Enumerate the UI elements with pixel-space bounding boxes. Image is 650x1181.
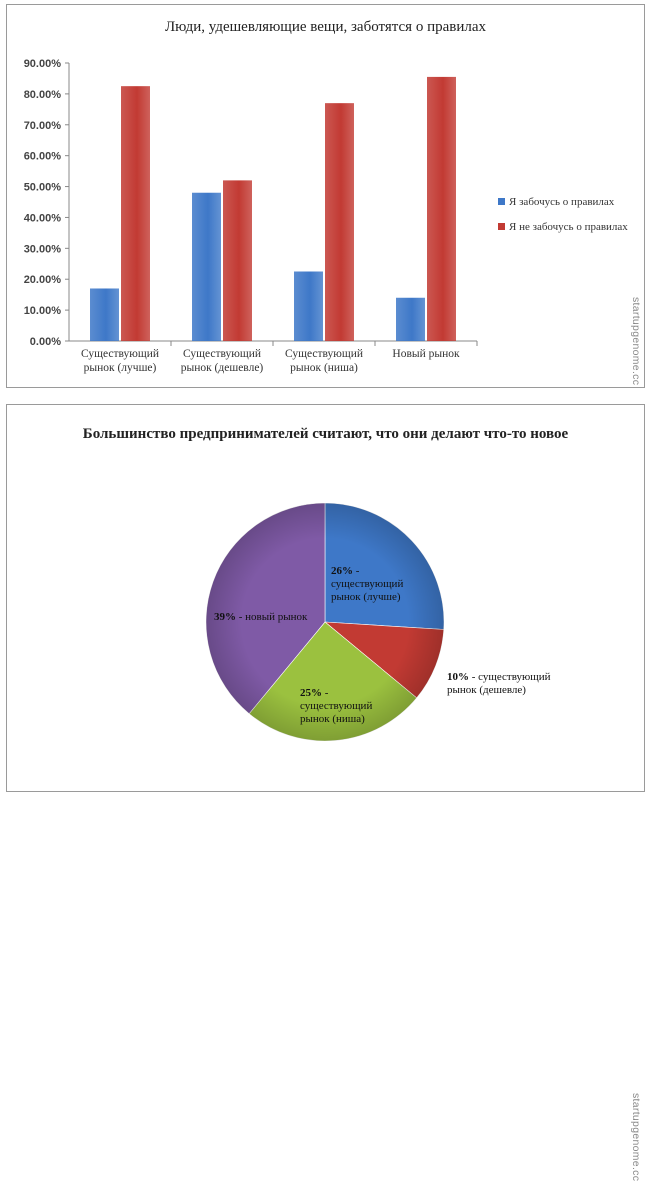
legend-label: Я забочусь о правилах [509,196,615,208]
y-tick-label: 90.00% [24,58,62,70]
bar-not-care [121,86,150,342]
x-category-label: рынок (лучше) [84,362,157,374]
legend-label: Я не забочусь о правилах [509,221,628,233]
pie-label-existing-cheaper: 10% - существующий рынок (дешевле) [447,671,551,696]
y-tick-label: 50.00% [24,182,62,194]
pie-label-existing-niche: 25% - существующий рынок (ниша) [300,687,373,725]
y-tick-label: 80.00% [24,89,62,101]
bar-care [192,192,221,341]
pie-shading [206,503,444,741]
y-tick-label: 30.00% [24,243,62,255]
legend-swatch [498,223,505,230]
pie-chart-title: Большинство предпринимателей считают, чт… [82,426,569,442]
bar-chart-title: Люди, удешевляющие вещи, заботятся о пра… [164,19,487,35]
y-tick-label: 40.00% [24,212,62,224]
x-category-label: рынок (ниша) [290,362,358,374]
y-tick-label: 20.00% [24,274,62,286]
pie-chart-svg [205,502,445,742]
x-category-label: Существующий [183,348,261,360]
legend-swatch [498,198,505,205]
x-category-label: Существующий [81,348,159,360]
bar-care [90,288,119,341]
bar-chart-panel: Люди, удешевляющие вещи, заботятся о пра… [6,4,645,388]
bar-not-care [223,180,252,341]
y-tick-label: 10.00% [24,305,62,317]
x-category-label: Существующий [285,348,363,360]
bar-chart-svg: 0.00% 10.00% 20.00% 30.00% 40.00% 50.00% 60.00… [24,58,629,374]
y-tick-label: 0.00% [30,336,61,348]
y-tick-label: 60.00% [24,151,62,163]
bar-not-care [427,76,456,342]
x-category-label: рынок (дешевле) [181,362,264,374]
x-category-label: Новый рынок [392,348,460,360]
pie-chart-panel: Большинство предпринимателей считают, чт… [6,404,645,1181]
pie-label-existing-better: 26% - существующий рынок (лучше) [331,565,404,603]
watermark: startupgenome.cc [630,1093,642,1181]
y-tick-label: 70.00% [24,120,62,132]
bar-care [294,271,323,341]
bar-care [396,297,425,341]
pie-label-new-market: 39% - новый рынок [214,611,308,623]
watermark: startupgenome.cc [630,297,642,386]
bar-not-care [325,103,354,342]
